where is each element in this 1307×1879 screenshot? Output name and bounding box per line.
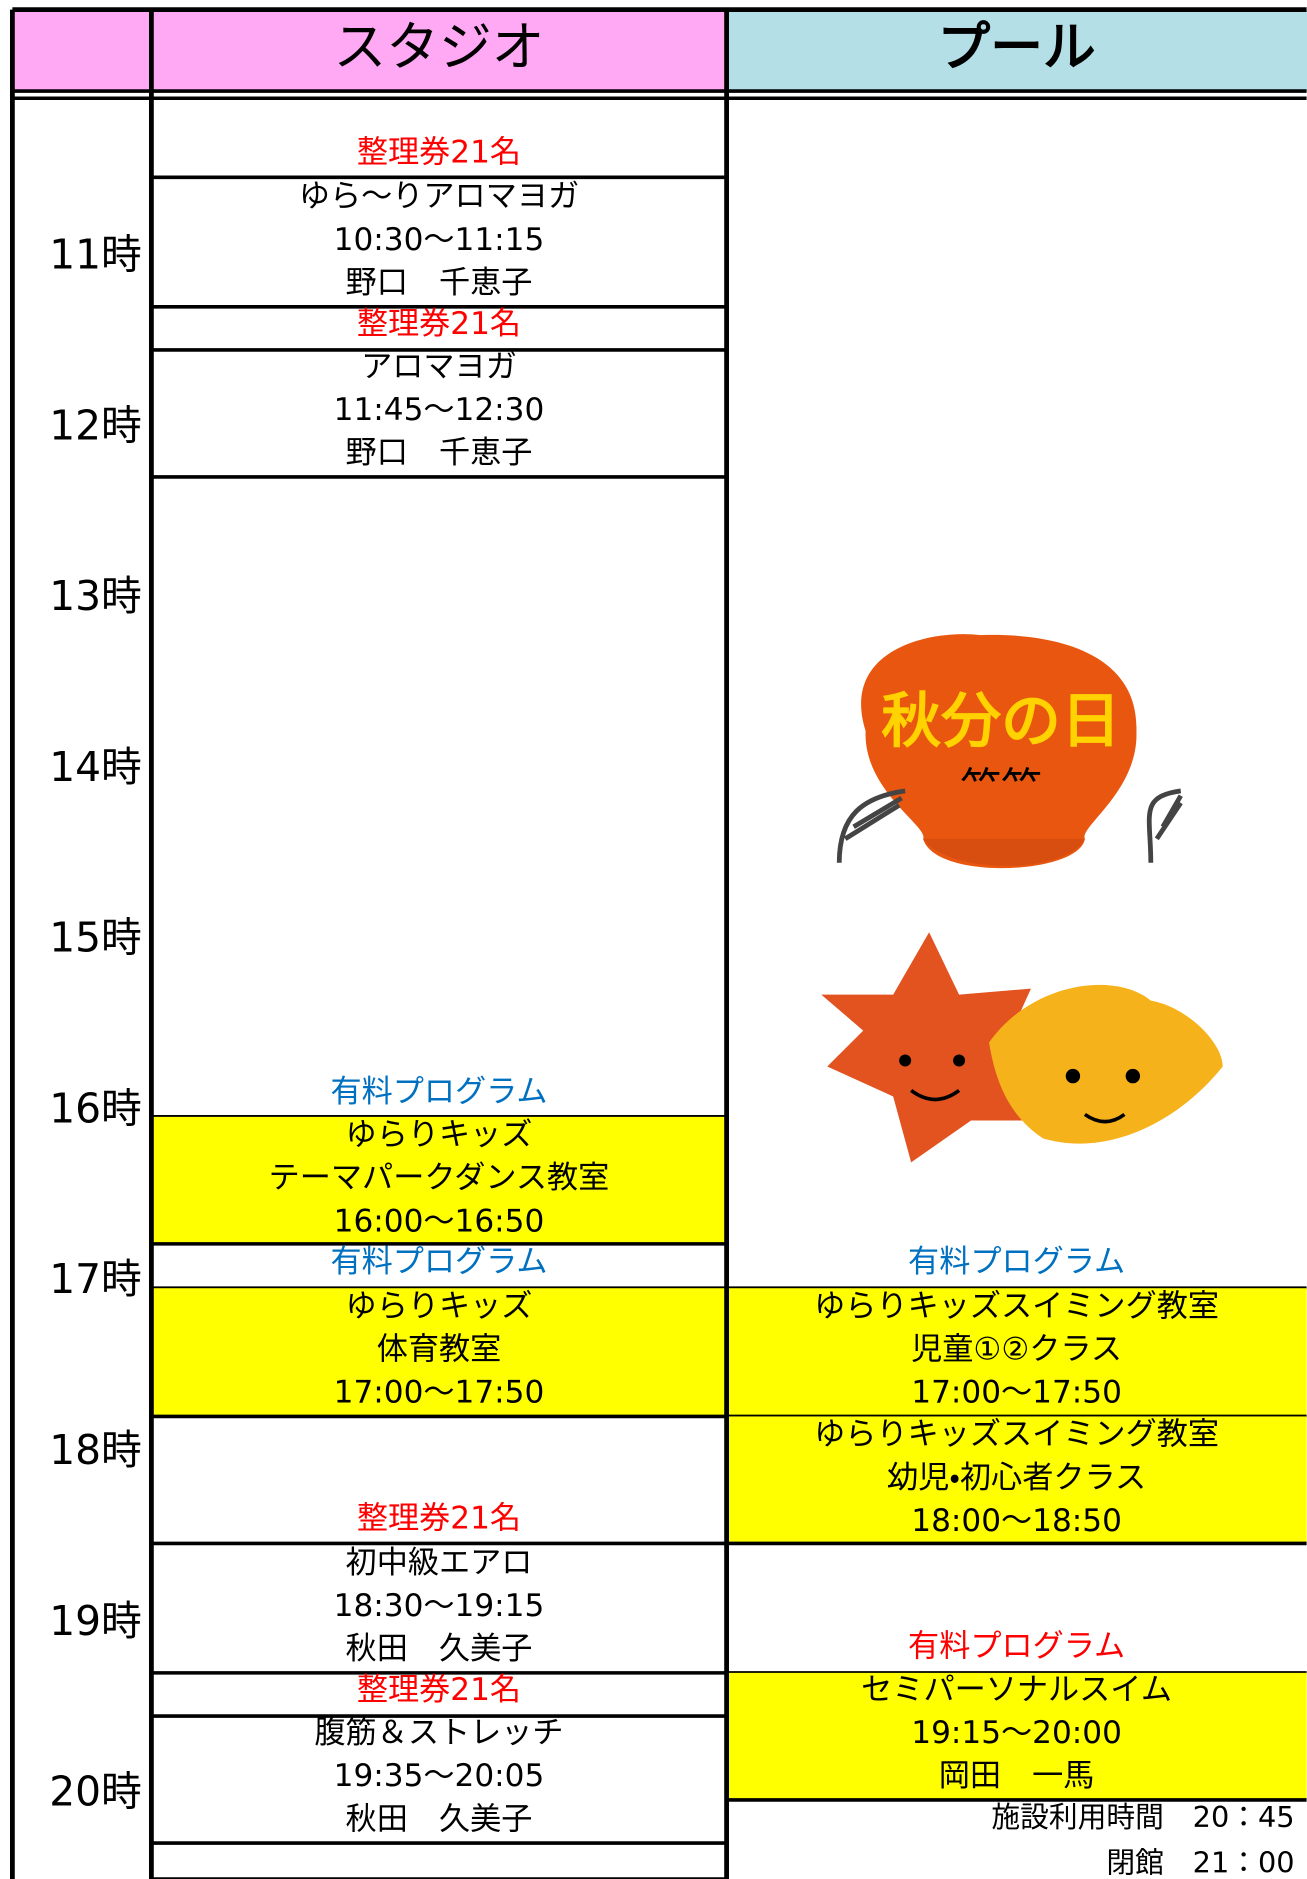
- illustration: 秋分の日 ⺮⺮: [821, 634, 1223, 1163]
- cell-text: 岡田 一馬: [939, 1758, 1095, 1794]
- time-label: 20時: [49, 1768, 142, 1816]
- cell-highlight: [726, 1672, 1307, 1800]
- cell-highlight: [726, 1288, 1307, 1417]
- cell-text: 秋田 久美子: [346, 1631, 533, 1667]
- svg-text:⺮⺮: ⺮⺮: [960, 764, 1041, 812]
- time-label: 11時: [49, 231, 142, 279]
- cell-text: アロマヨガ: [361, 349, 517, 385]
- cell-text: ゆらりキッズ: [346, 1117, 533, 1153]
- cell-text: 体育教室: [377, 1332, 502, 1368]
- cell-text: 初中級エアロ: [346, 1545, 533, 1581]
- cell-text: 幼児・初心者クラス: [887, 1460, 1146, 1496]
- cell-text: 腹筋＆ストレッチ: [314, 1715, 563, 1751]
- header-blank: [12, 9, 152, 92]
- cell-text: 整理券21名: [357, 134, 521, 170]
- cell-text: 有料プログラム: [330, 1074, 547, 1110]
- time-label: 15時: [49, 914, 142, 962]
- cell-text: 19:15～20:00: [911, 1715, 1122, 1751]
- cell-text: 17:00～17:50: [334, 1375, 545, 1411]
- cell-text: 整理券21名: [357, 1672, 521, 1708]
- cell-highlight: [726, 1416, 1307, 1544]
- cell-text: 10:30～11:15: [334, 222, 545, 258]
- cell-text: ゆらりキッズスイミング教室: [814, 1288, 1219, 1324]
- cell-text: 16:00～16:50: [334, 1203, 545, 1239]
- cell-text: 野口 千恵子: [346, 435, 533, 471]
- cell-text: 整理券21名: [357, 306, 521, 342]
- cell-text: 18:30～19:15: [334, 1588, 545, 1624]
- header-title: スタジオ: [334, 17, 545, 78]
- footer-text: 施設利用時間 20：45: [991, 1800, 1294, 1834]
- cell-text: 有料プログラム: [908, 1629, 1125, 1665]
- time-label: 14時: [49, 743, 142, 791]
- cell-text: 秋田 久美子: [346, 1801, 533, 1837]
- time-label: 18時: [49, 1426, 142, 1474]
- header-studio: [151, 9, 727, 92]
- cell-text: 17:00～17:50: [911, 1375, 1122, 1411]
- cell-highlight: [151, 1116, 727, 1244]
- header-pool: [726, 9, 1307, 92]
- illustration-label: 秋分の日: [881, 687, 1121, 757]
- cell-text: 野口 千恵子: [346, 265, 533, 301]
- cell-text: ゆらりキッズスイミング教室: [814, 1417, 1219, 1453]
- time-label: 19時: [49, 1597, 142, 1645]
- cell-text: 11:45～12:30: [334, 392, 545, 428]
- cell-text: 整理券21名: [357, 1500, 521, 1536]
- time-label: 12時: [49, 401, 142, 449]
- footer-text: 閉館 21：00: [1106, 1846, 1294, 1879]
- cell-text: セミパーソナルスイム: [861, 1672, 1172, 1708]
- borders: [9, 7, 1307, 1879]
- header-title: プール: [938, 17, 1096, 78]
- time-label: 13時: [49, 572, 142, 620]
- cell-text: 有料プログラム: [330, 1244, 547, 1280]
- cell-text: 18:00～18:50: [911, 1503, 1122, 1539]
- cell-text: 児童①②クラス: [911, 1332, 1122, 1368]
- time-label: 17時: [49, 1255, 142, 1303]
- time-label: 16時: [49, 1084, 142, 1132]
- cell-text: 有料プログラム: [908, 1244, 1125, 1280]
- cell-highlight: [151, 1288, 727, 1417]
- cell-text: ゆらりキッズ: [346, 1288, 533, 1324]
- cell-text: 19:35～20:05: [334, 1758, 545, 1794]
- cells: 11時12時13時14時15時16時17時18時19時20時整理券21名ゆら～り…: [49, 134, 1307, 1879]
- cell-text: ゆら～りアロマヨガ: [299, 179, 579, 215]
- cell-text: テーマパークダンス教室: [269, 1160, 610, 1196]
